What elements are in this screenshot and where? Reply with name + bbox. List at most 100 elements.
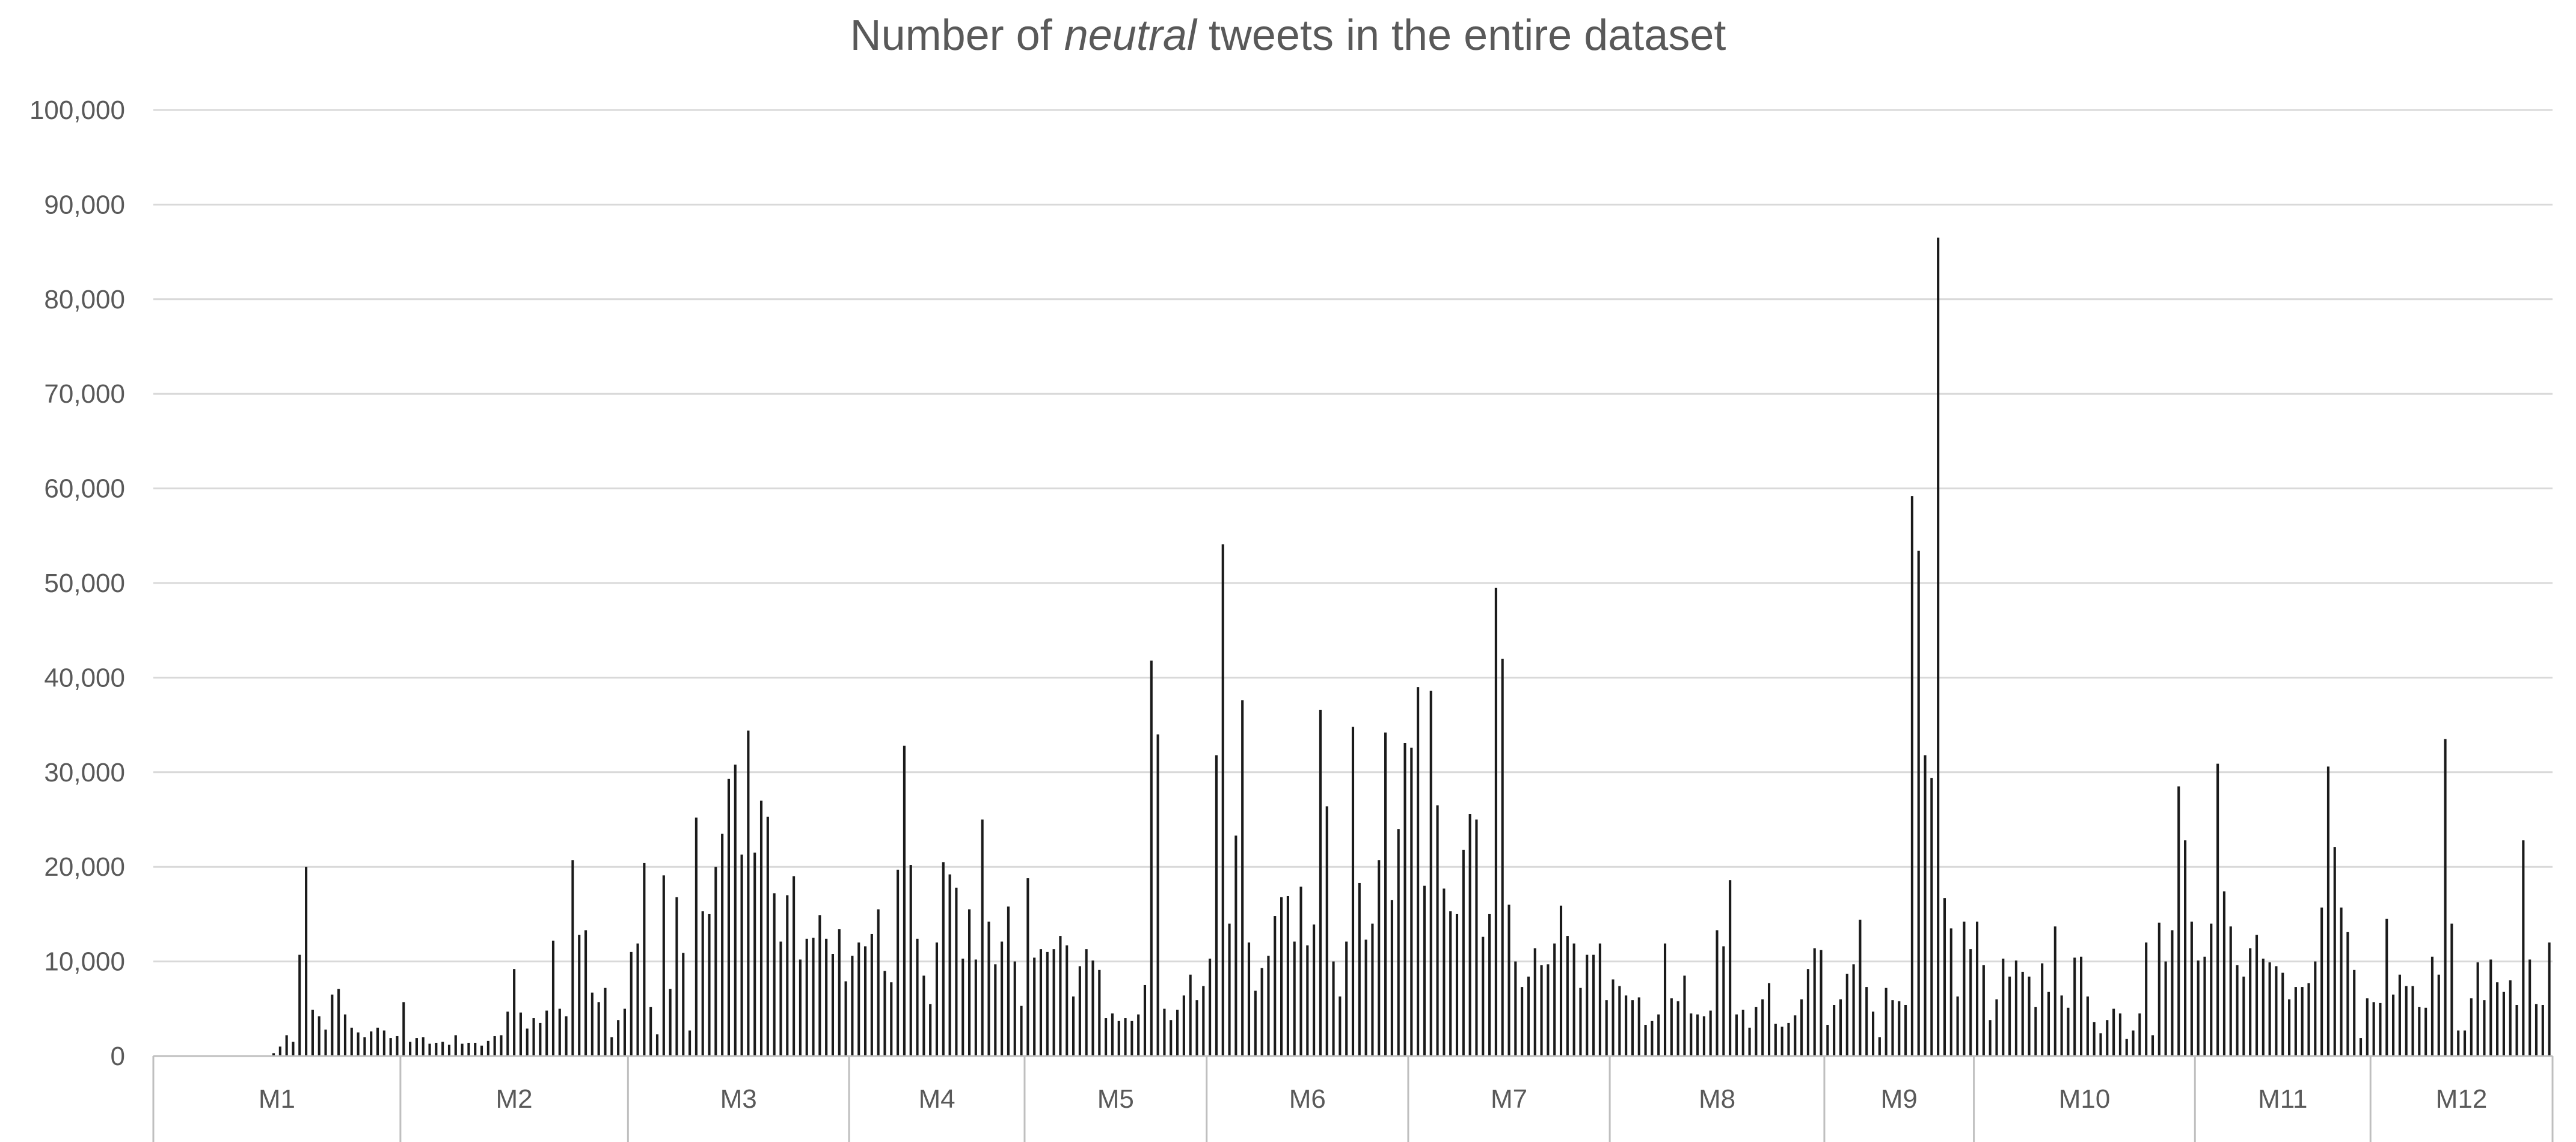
bar-m1 [350, 1027, 353, 1056]
bar-m4 [922, 976, 925, 1056]
bar-m4 [987, 921, 990, 1056]
bar-m9 [1859, 920, 1862, 1056]
bar-m10 [2014, 960, 2017, 1056]
bar-m5 [1052, 949, 1055, 1056]
bar-m6 [1215, 755, 1218, 1056]
bar-m3 [805, 938, 808, 1056]
bar-m7 [1540, 965, 1543, 1056]
bar-m10 [2138, 1013, 2141, 1056]
bar-m11 [2326, 766, 2330, 1056]
bar-m5 [1098, 969, 1101, 1056]
bar-m9 [1891, 1000, 1894, 1056]
bar-m9 [1865, 987, 1868, 1056]
bar-m11 [2366, 998, 2369, 1056]
bar-m9 [1839, 999, 1842, 1056]
bar-m1 [285, 1035, 288, 1056]
y-tick-label: 30,000 [44, 758, 125, 787]
bar-m12 [2444, 739, 2447, 1056]
bar-m11 [2203, 956, 2206, 1056]
bar-m4 [870, 933, 873, 1056]
bar-m1 [311, 1009, 314, 1056]
bar-m1 [370, 1031, 373, 1056]
bar-m12 [2502, 991, 2505, 1056]
bar-m2 [551, 940, 555, 1056]
bar-m12 [2548, 942, 2551, 1056]
bar-m10 [2118, 1013, 2121, 1056]
bar-m8 [1748, 1027, 1751, 1056]
bar-m6 [1267, 956, 1270, 1056]
bar-m7 [1547, 964, 1550, 1056]
bar-m6 [1254, 991, 1257, 1056]
bar-m10 [2184, 840, 2187, 1056]
bar-m8 [1612, 979, 1615, 1056]
bar-m12 [2509, 980, 2512, 1056]
bar-m7 [1605, 1000, 1608, 1056]
bar-m6 [1260, 968, 1263, 1056]
bar-m3 [662, 875, 665, 1056]
bar-m10 [1975, 921, 1979, 1056]
bar-m6 [1403, 743, 1406, 1056]
bar-m7 [1598, 943, 1601, 1056]
bar-m10 [2132, 1030, 2135, 1056]
bar-m9 [1826, 1025, 1829, 1056]
bar-m10 [2106, 1020, 2109, 1056]
bar-m10 [2190, 921, 2193, 1056]
bar-m2 [610, 1037, 613, 1056]
bar-m5 [1111, 1013, 1114, 1056]
bar-m7 [1507, 905, 1510, 1056]
bar-m3 [636, 943, 639, 1056]
bar-m10 [1982, 965, 1985, 1056]
bar-m6 [1306, 945, 1309, 1056]
bar-m3 [669, 989, 672, 1056]
chart-title: Number of neutral tweets in the entire d… [0, 11, 2576, 60]
bar-m2 [519, 1012, 522, 1056]
bar-m11 [2294, 987, 2297, 1056]
bar-m7 [1579, 988, 1582, 1056]
bar-m2 [623, 1009, 626, 1056]
bar-m4 [974, 959, 977, 1056]
bar-m8 [1618, 986, 1621, 1056]
bar-m4 [857, 942, 860, 1056]
bar-m12 [2385, 918, 2388, 1056]
bar-m6 [1390, 900, 1393, 1056]
bar-m3 [812, 938, 815, 1056]
bar-m11 [2275, 966, 2278, 1056]
bar-m8 [1722, 946, 1725, 1056]
bar-m5 [1189, 974, 1192, 1056]
bar-m8 [1644, 1025, 1647, 1056]
bar-m5 [1078, 966, 1081, 1056]
bar-m12 [2470, 998, 2473, 1056]
bar-m3 [630, 951, 633, 1056]
bar-m10 [2021, 971, 2024, 1056]
bar-m10 [2053, 926, 2056, 1056]
bar-m7 [1553, 943, 1556, 1056]
bar-m7 [1494, 587, 1497, 1056]
bar-m2 [539, 1022, 542, 1056]
bar-m12 [2372, 1002, 2375, 1056]
bar-m9 [1924, 755, 1927, 1056]
bar-m7 [1592, 954, 1595, 1056]
bar-m5 [1124, 1018, 1127, 1056]
bar-m12 [2489, 959, 2492, 1056]
bar-m12 [2515, 1005, 2518, 1056]
bar-m2 [617, 1020, 620, 1056]
bar-m11 [2320, 907, 2323, 1056]
bar-m9 [1956, 996, 1959, 1056]
bar-m9 [1845, 974, 1848, 1056]
bar-m3 [740, 854, 743, 1056]
bar-m7 [1488, 914, 1491, 1056]
bar-m12 [2405, 986, 2408, 1056]
bar-m2 [467, 1042, 470, 1056]
bar-m11 [2333, 847, 2336, 1056]
bar-m5 [1117, 1021, 1120, 1056]
bar-m5 [1039, 949, 1043, 1056]
bar-m6 [1209, 958, 1212, 1056]
bar-m4 [877, 909, 880, 1056]
bar-m11 [2249, 948, 2252, 1056]
bar-m2 [571, 860, 574, 1056]
bar-m7 [1443, 888, 1446, 1056]
bar-m4 [897, 869, 900, 1056]
bar-m8 [1690, 1013, 1693, 1056]
bar-m1 [357, 1032, 360, 1056]
bar-m6 [1351, 727, 1355, 1056]
